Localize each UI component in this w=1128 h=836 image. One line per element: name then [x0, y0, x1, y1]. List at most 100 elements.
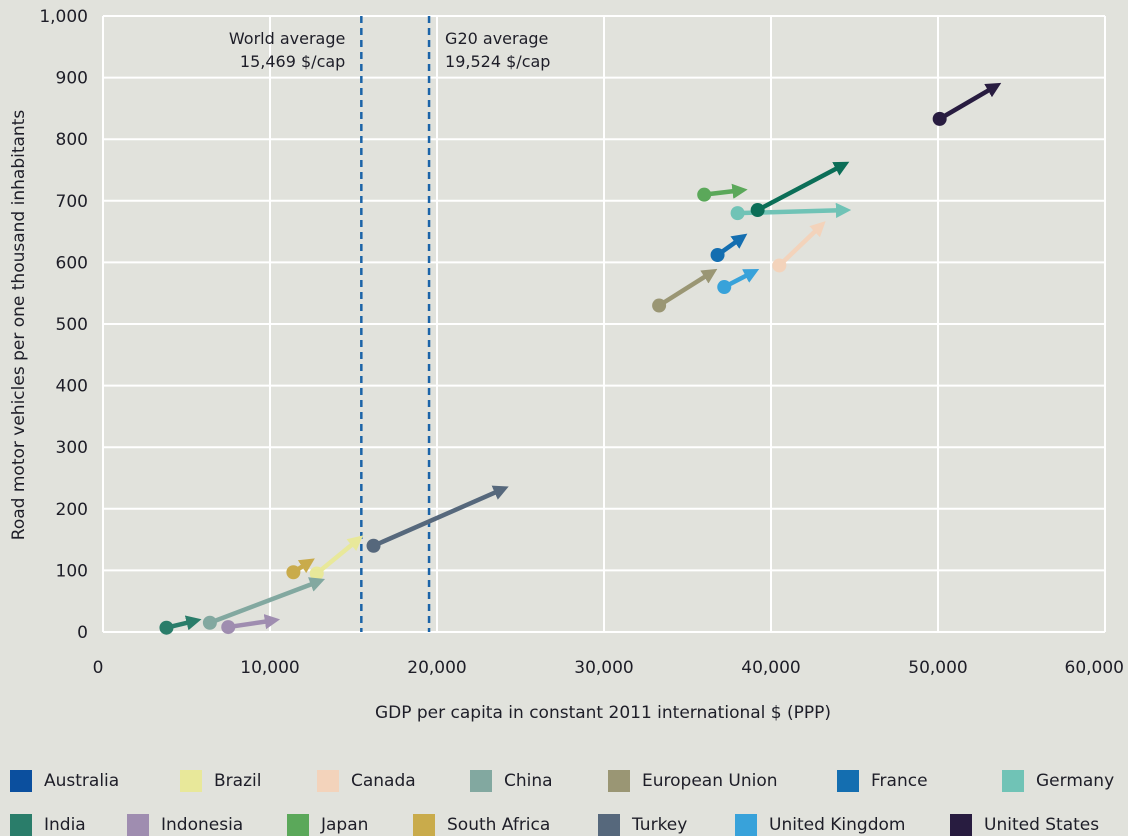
chart: World average 15,469 $/cap G20 average 19,5…	[9, 7, 1124, 723]
legend-item-united-kingdom: United Kingdom	[735, 814, 905, 836]
legend-swatch	[10, 814, 32, 836]
canada-arrow	[772, 221, 826, 273]
legend-label: India	[44, 815, 86, 835]
legend-swatch	[950, 814, 972, 836]
india-arrow	[159, 615, 202, 635]
legend-label: France	[871, 771, 928, 791]
y-tick-label: 100	[56, 561, 88, 581]
series-arrows	[159, 82, 1002, 635]
x-axis-title: GDP per capita in constant 2011 internat…	[375, 703, 831, 723]
legend-swatch	[470, 770, 492, 792]
legend-swatch	[598, 814, 620, 836]
canada-trend-line	[777, 221, 826, 268]
legend-item-australia: Australia	[10, 770, 119, 792]
y-tick-label: 700	[56, 192, 88, 212]
legend-swatch	[317, 770, 339, 792]
indonesia-start-point	[221, 620, 236, 635]
united-states-start-point	[932, 111, 947, 126]
x-tick-label: 0	[93, 658, 104, 678]
x-tick-label: 60,000	[1065, 658, 1124, 678]
x-tick-label: 50,000	[908, 658, 967, 678]
legend-swatch	[413, 814, 435, 836]
legend-swatch	[837, 770, 859, 792]
legend-label: United Kingdom	[769, 815, 906, 835]
legend-swatch	[287, 814, 309, 836]
y-tick-label: 400	[56, 377, 88, 397]
legend-label: Indonesia	[161, 815, 244, 835]
legend-item-japan: Japan	[287, 814, 368, 836]
turkey-arrow	[366, 485, 509, 553]
brazil-arrow	[309, 535, 364, 581]
legend-item-germany: Germany	[1002, 770, 1114, 792]
reference-line-value: 15,469 $/cap	[240, 52, 345, 71]
legend-item-united-states: United States	[950, 814, 1099, 836]
south-africa-arrow	[286, 558, 315, 580]
european-union-trend-line	[657, 268, 718, 308]
legend-label: Canada	[351, 771, 416, 791]
legend-item-european-union: European Union	[608, 770, 778, 792]
legend-swatch	[180, 770, 202, 792]
indonesia-arrow	[221, 614, 281, 635]
legend-item-india: India	[10, 814, 86, 836]
legend-label: European Union	[642, 771, 778, 791]
x-tick-label: 20,000	[407, 658, 466, 678]
legend-swatch	[608, 770, 630, 792]
japan-start-point	[697, 187, 712, 202]
european-union-arrow	[652, 268, 718, 313]
reference-line-value: 19,524 $/cap	[445, 52, 550, 71]
series-14-arrow	[750, 161, 850, 218]
y-tick-label: 900	[56, 69, 88, 89]
european-union-start-point	[652, 298, 667, 313]
germany-arrow	[730, 202, 852, 221]
china-trend-line	[209, 577, 326, 625]
japan-arrow	[697, 183, 748, 202]
legend-item-turkey: Turkey	[598, 814, 687, 836]
legend-item-brazil: Brazil	[180, 770, 261, 792]
legend-label: South Africa	[447, 815, 551, 835]
y-axis-title: Road motor vehicles per one thousand inh…	[9, 110, 29, 541]
y-tick-label: 0	[77, 623, 88, 643]
legend-item-france: France	[837, 770, 928, 792]
series-14-start-point	[750, 203, 765, 218]
united-kingdom-start-point	[717, 280, 732, 295]
tick-labels: 0 10,000 20,000 30,000 40,000 50,000 60,000 0 10…	[39, 7, 1124, 678]
legend-item-china: China	[470, 770, 553, 792]
brazil-trend-line	[315, 535, 364, 576]
y-tick-label: 200	[56, 500, 88, 520]
y-tick-label: 500	[56, 315, 88, 335]
legend-swatch	[735, 814, 757, 836]
y-tick-label: 600	[56, 253, 88, 273]
x-tick-label: 10,000	[240, 658, 299, 678]
legend-label: Turkey	[632, 815, 688, 835]
legend-label: China	[504, 771, 553, 791]
legend: Australia Brazil Canada China European Union…	[0, 762, 1128, 836]
india-start-point	[159, 620, 174, 635]
united-kingdom-arrow	[717, 269, 760, 295]
reference-line-label: World average	[229, 29, 345, 48]
france-start-point	[710, 248, 725, 263]
germany-start-point	[730, 206, 745, 221]
legend-item-south-africa: South Africa	[413, 814, 550, 836]
legend-label: Brazil	[214, 771, 262, 791]
turkey-trend-line	[372, 485, 509, 548]
y-tick-label: 300	[56, 438, 88, 458]
x-tick-label: 30,000	[574, 658, 633, 678]
legend-swatch	[1002, 770, 1024, 792]
legend-label: Japan	[321, 815, 369, 835]
legend-label: Germany	[1036, 771, 1115, 791]
legend-swatch	[127, 814, 149, 836]
y-tick-label: 1,000	[39, 7, 88, 27]
reference-lines: World average 15,469 $/cap G20 average 19,5…	[229, 16, 550, 632]
turkey-start-point	[366, 538, 381, 553]
united-states-trend-line	[938, 82, 1002, 121]
legend-item-canada: Canada	[317, 770, 416, 792]
reference-line-label: G20 average	[445, 29, 548, 48]
legend-label: United States	[984, 815, 1100, 835]
south-africa-start-point	[286, 565, 301, 580]
x-tick-label: 40,000	[741, 658, 800, 678]
legend-item-indonesia: Indonesia	[127, 814, 243, 836]
france-arrow	[710, 233, 748, 263]
legend-swatch	[10, 770, 32, 792]
legend-label: Australia	[44, 771, 120, 791]
series-14-trend-line	[756, 161, 850, 213]
